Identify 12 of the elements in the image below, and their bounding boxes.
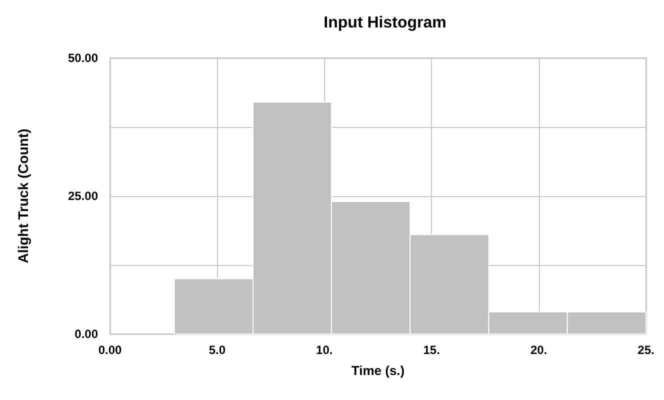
- x-axis-title: Time (s.): [351, 363, 405, 378]
- y-tick-label: 50.00: [68, 51, 98, 65]
- x-tick-label: 10.: [316, 343, 333, 357]
- y-tick-label: 25.00: [68, 189, 98, 203]
- x-tick-label: 0.00: [98, 343, 122, 357]
- x-tick-label: 5.0: [208, 343, 226, 357]
- x-tick-label: 20.: [530, 343, 548, 357]
- y-axis-title: Alight Truck (Count): [15, 128, 31, 264]
- x-tick-label: 15.: [423, 343, 440, 357]
- x-tick-label: 25.: [638, 343, 654, 357]
- y-tick-label: 0.00: [74, 327, 98, 341]
- chart-title: Input Histogram: [324, 14, 446, 32]
